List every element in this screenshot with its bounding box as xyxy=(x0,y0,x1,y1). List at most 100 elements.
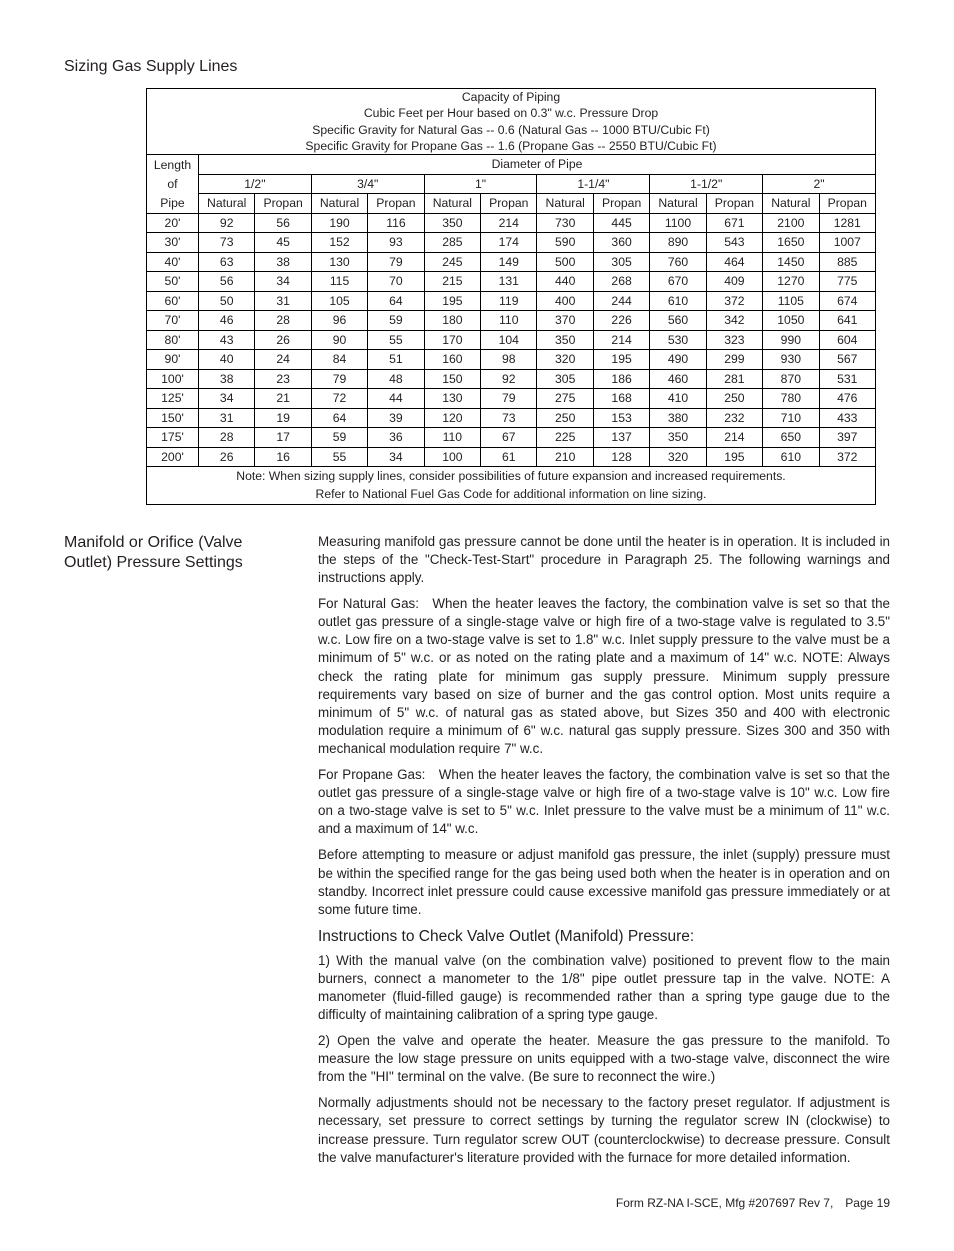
value-cell: 210 xyxy=(537,447,593,466)
value-cell: 16 xyxy=(255,447,311,466)
subhead-propan: Propan xyxy=(481,194,537,213)
value-cell: 84 xyxy=(311,350,367,369)
diameter-col: 1-1/4" xyxy=(537,174,650,193)
value-cell: 350 xyxy=(424,213,480,232)
table-row: 175'2817593611067225137350214650397 xyxy=(147,428,876,447)
value-cell: 500 xyxy=(537,252,593,271)
subhead-propan: Propan xyxy=(255,194,311,213)
value-cell: 110 xyxy=(481,311,537,330)
value-cell: 34 xyxy=(255,272,311,291)
value-cell: 70 xyxy=(368,272,424,291)
length-cell: 30' xyxy=(147,233,199,252)
length-cell: 80' xyxy=(147,330,199,349)
value-cell: 410 xyxy=(650,389,706,408)
subhead-natural: Natural xyxy=(650,194,706,213)
value-cell: 59 xyxy=(311,428,367,447)
value-cell: 28 xyxy=(255,311,311,330)
value-cell: 250 xyxy=(537,408,593,427)
value-cell: 17 xyxy=(255,428,311,447)
value-cell: 214 xyxy=(593,330,649,349)
diameter-col: 1" xyxy=(424,174,537,193)
value-cell: 55 xyxy=(311,447,367,466)
value-cell: 400 xyxy=(537,291,593,310)
value-cell: 73 xyxy=(481,408,537,427)
value-cell: 38 xyxy=(199,369,255,388)
value-cell: 890 xyxy=(650,233,706,252)
value-cell: 195 xyxy=(424,291,480,310)
length-cell: 175' xyxy=(147,428,199,447)
value-cell: 275 xyxy=(537,389,593,408)
value-cell: 409 xyxy=(706,272,762,291)
value-cell: 530 xyxy=(650,330,706,349)
value-cell: 870 xyxy=(763,369,819,388)
value-cell: 641 xyxy=(819,311,875,330)
value-cell: 440 xyxy=(537,272,593,291)
value-cell: 1007 xyxy=(819,233,875,252)
subhead-propan: Propan xyxy=(819,194,875,213)
value-cell: 190 xyxy=(311,213,367,232)
value-cell: 90 xyxy=(311,330,367,349)
table-note: Note: When sizing supply lines, consider… xyxy=(147,466,876,485)
diameter-col: 1-1/2" xyxy=(650,174,763,193)
table-row: 30'73451529328517459036089054316501007 xyxy=(147,233,876,252)
value-cell: 305 xyxy=(593,252,649,271)
length-cell: 200' xyxy=(147,447,199,466)
value-cell: 149 xyxy=(481,252,537,271)
length-cell: 20' xyxy=(147,213,199,232)
value-cell: 170 xyxy=(424,330,480,349)
value-cell: 131 xyxy=(481,272,537,291)
value-cell: 174 xyxy=(481,233,537,252)
value-cell: 150 xyxy=(424,369,480,388)
length-cell: 90' xyxy=(147,350,199,369)
value-cell: 50 xyxy=(199,291,255,310)
value-cell: 320 xyxy=(650,447,706,466)
diameter-col: 1/2" xyxy=(199,174,312,193)
value-cell: 244 xyxy=(593,291,649,310)
value-cell: 195 xyxy=(593,350,649,369)
table-row: 40'6338130792451495003057604641450885 xyxy=(147,252,876,271)
value-cell: 610 xyxy=(763,447,819,466)
paragraph: Before attempting to measure or adjust m… xyxy=(318,846,890,918)
value-cell: 63 xyxy=(199,252,255,271)
table-row: 50'5634115702151314402686704091270775 xyxy=(147,272,876,291)
value-cell: 110 xyxy=(424,428,480,447)
value-cell: 38 xyxy=(255,252,311,271)
value-cell: 51 xyxy=(368,350,424,369)
value-cell: 64 xyxy=(368,291,424,310)
value-cell: 531 xyxy=(819,369,875,388)
value-cell: 285 xyxy=(424,233,480,252)
value-cell: 79 xyxy=(311,369,367,388)
value-cell: 40 xyxy=(199,350,255,369)
subhead-propan: Propan xyxy=(368,194,424,213)
value-cell: 476 xyxy=(819,389,875,408)
value-cell: 930 xyxy=(763,350,819,369)
value-cell: 350 xyxy=(650,428,706,447)
diameter-col: 3/4" xyxy=(311,174,424,193)
table-row: 60'5031105641951194002446103721105674 xyxy=(147,291,876,310)
length-cell: 150' xyxy=(147,408,199,427)
value-cell: 180 xyxy=(424,311,480,330)
value-cell: 305 xyxy=(537,369,593,388)
value-cell: 650 xyxy=(763,428,819,447)
value-cell: 710 xyxy=(763,408,819,427)
table-row: 90'4024845116098320195490299930567 xyxy=(147,350,876,369)
length-cell: 100' xyxy=(147,369,199,388)
value-cell: 268 xyxy=(593,272,649,291)
value-cell: 323 xyxy=(706,330,762,349)
subhead-natural: Natural xyxy=(537,194,593,213)
value-cell: 186 xyxy=(593,369,649,388)
value-cell: 96 xyxy=(311,311,367,330)
value-cell: 1650 xyxy=(763,233,819,252)
subhead-natural: Natural xyxy=(763,194,819,213)
length-cell: 50' xyxy=(147,272,199,291)
table-header-line: Specific Gravity for Propane Gas -- 1.6 … xyxy=(147,138,876,155)
value-cell: 59 xyxy=(368,311,424,330)
value-cell: 299 xyxy=(706,350,762,369)
value-cell: 92 xyxy=(199,213,255,232)
section-title: Sizing Gas Supply Lines xyxy=(64,56,890,78)
value-cell: 433 xyxy=(819,408,875,427)
value-cell: 56 xyxy=(199,272,255,291)
value-cell: 1270 xyxy=(763,272,819,291)
value-cell: 26 xyxy=(255,330,311,349)
value-cell: 152 xyxy=(311,233,367,252)
